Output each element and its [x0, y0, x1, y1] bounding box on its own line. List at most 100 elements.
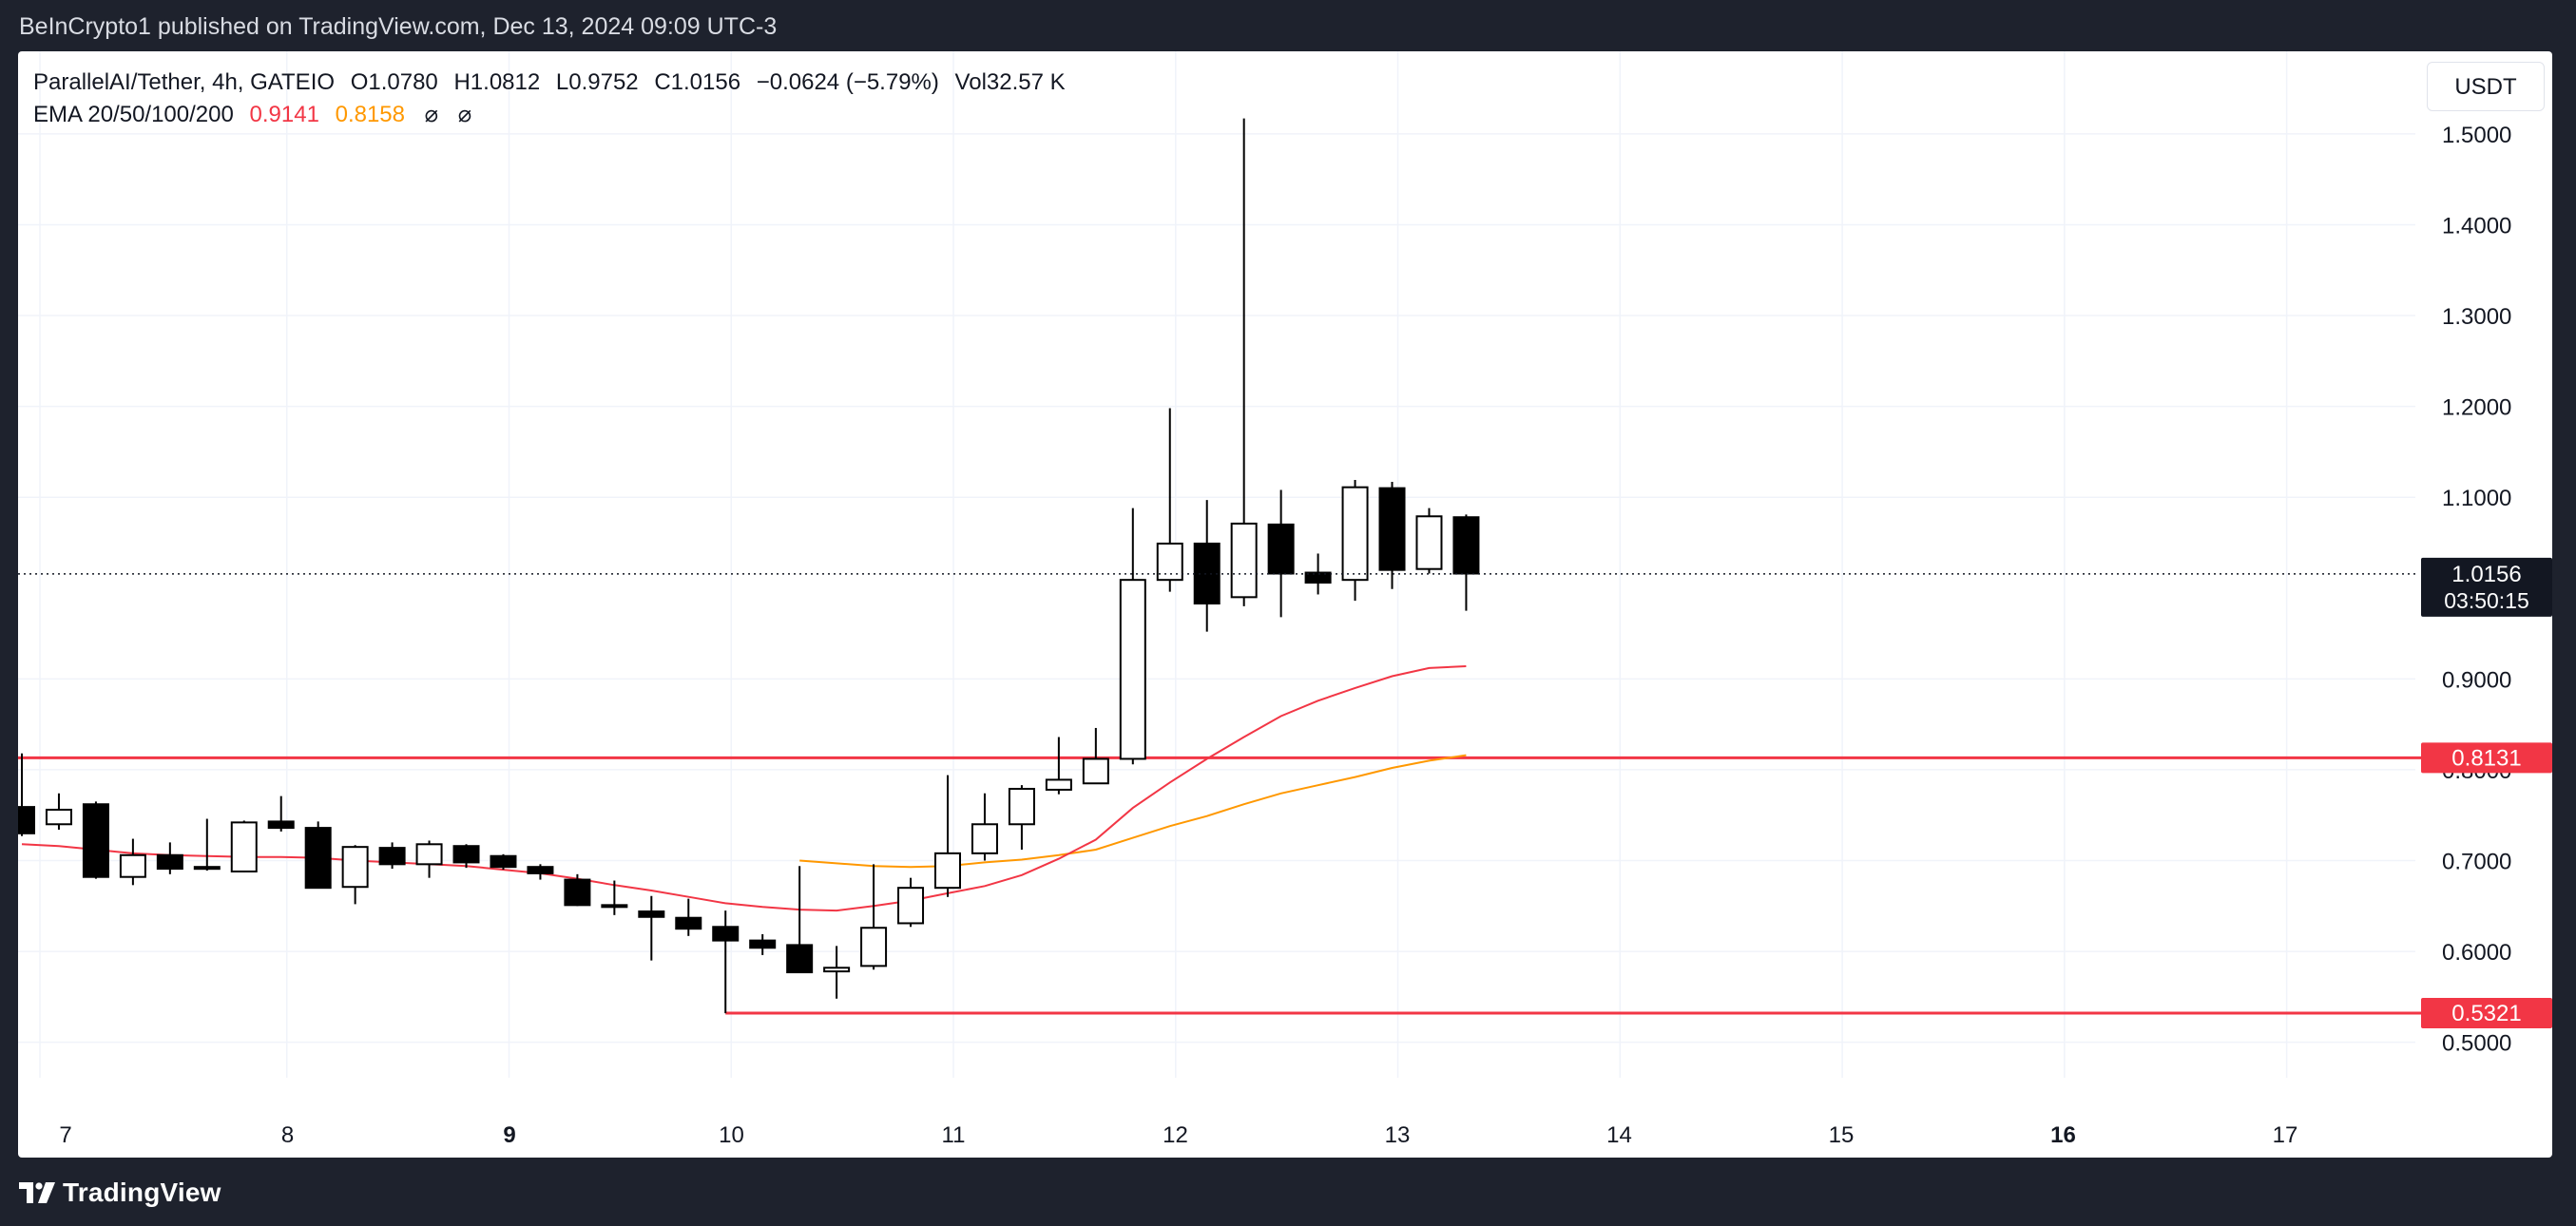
chart-panel[interactable]: 1.50001.40001.30001.20001.10000.90000.80… [18, 51, 2552, 1158]
volume-number: 32.57 K [986, 69, 1066, 95]
current-price-tag [2421, 557, 2552, 617]
candle-body-up [897, 887, 925, 925]
candle [1378, 481, 1406, 589]
symbol-title[interactable]: ParallelAI/Tether, 4h, GATEIO [33, 69, 336, 95]
candle-body-up [823, 967, 851, 973]
open-label: O [350, 69, 369, 95]
tradingview-brand-text: TradingView [63, 1178, 221, 1207]
time-axis-label: 10 [719, 1122, 744, 1148]
candle-body-up [1119, 579, 1146, 760]
legend-ohlc-row: ParallelAI/Tether, 4h, GATEIO O1.0780 H1… [33, 67, 1075, 99]
ema-layer [21, 665, 1467, 912]
bar-countdown-label: 03:50:15 [2444, 588, 2529, 613]
price-chart[interactable]: 1.50001.40001.30001.20001.10000.90000.80… [18, 51, 2552, 1158]
candle-body-up [230, 821, 258, 872]
ema100-value: ⌀ [424, 102, 439, 127]
chart-legend: ParallelAI/Tether, 4h, GATEIO O1.0780 H1… [33, 67, 1075, 131]
candle-body-down [452, 845, 480, 864]
high-value: H1.0812 [453, 69, 540, 95]
candle [230, 820, 258, 872]
publication-header: BeInCrypto1 published on TradingView.com… [0, 0, 2576, 51]
candle-body-down [1452, 516, 1480, 575]
close-value: C1.0156 [654, 69, 740, 95]
candle [1341, 480, 1369, 602]
candle-body-up [934, 852, 961, 890]
candle [971, 793, 998, 861]
candle-body-up [193, 866, 221, 871]
candle-body-up [860, 927, 888, 967]
support-resistance-levels [18, 756, 2552, 1015]
low-number: 0.9752 [568, 69, 639, 95]
candle [490, 853, 517, 871]
candle [156, 842, 183, 874]
candle [786, 866, 814, 974]
price-axis-label: 0.7000 [2442, 850, 2511, 875]
candle-body-down [675, 916, 702, 930]
candle [527, 864, 554, 880]
tradingview-logo-icon [19, 1182, 55, 1203]
candle [82, 801, 109, 879]
candle-body-up [971, 823, 998, 854]
low-label: L [555, 69, 569, 95]
ema20-value: 0.9141 [249, 102, 319, 127]
candle-body-up [1082, 757, 1109, 785]
ema-indicator-label[interactable]: EMA 20/50/100/200 [33, 102, 234, 127]
price-axis-label: 1.2000 [2442, 395, 2511, 421]
candle [934, 775, 961, 897]
high-number: 1.0812 [470, 69, 541, 95]
candle [1304, 553, 1332, 595]
candle-body-up [415, 843, 443, 866]
candle [1452, 514, 1480, 611]
currency-button[interactable]: USDT [2427, 62, 2545, 111]
tradingview-logo[interactable]: TradingView [19, 1177, 221, 1209]
level-price-label: 0.5321 [2451, 1001, 2521, 1026]
candle-body-down [1193, 542, 1221, 605]
candle-body-up [341, 846, 369, 889]
candle [1230, 118, 1258, 606]
candle [1415, 508, 1443, 574]
time-axis-label: 15 [1829, 1122, 1855, 1148]
time-axis-label: 13 [1385, 1122, 1411, 1148]
level-price-label: 0.8131 [2451, 745, 2521, 771]
candle-body-up [45, 808, 72, 826]
footer-bar: TradingView [0, 1158, 2576, 1226]
candle [1082, 727, 1109, 785]
candle-body-down [1267, 523, 1295, 575]
price-axis-label: 1.4000 [2442, 213, 2511, 239]
candle-body-down [82, 803, 109, 878]
candle [564, 873, 591, 907]
candle-body-up [1156, 542, 1183, 582]
candle [415, 840, 443, 878]
candles-layer [18, 118, 1480, 1014]
candle [452, 844, 480, 869]
candle-body-down [527, 866, 554, 874]
candle [304, 821, 332, 890]
ema50-line [799, 754, 1467, 869]
candle-body-up [1230, 522, 1258, 599]
candle [1267, 489, 1295, 618]
candle [823, 946, 851, 999]
candle [749, 933, 777, 955]
price-axis-label: 1.3000 [2442, 304, 2511, 330]
candle-body-down [1378, 487, 1406, 571]
candle [1156, 408, 1183, 592]
candle [193, 818, 221, 872]
candle [1008, 785, 1035, 851]
time-axis-label: 7 [59, 1122, 71, 1148]
price-axis-label: 1.5000 [2442, 123, 2511, 148]
volume-label: Vol [954, 69, 987, 95]
candle [1119, 508, 1146, 765]
candle [712, 910, 740, 1014]
time-axis-label: 16 [2050, 1122, 2076, 1148]
candle [897, 877, 925, 928]
time-axis-label: 12 [1163, 1122, 1188, 1148]
candle-body-down [564, 878, 591, 907]
candle-body-down [378, 847, 406, 866]
candle [675, 898, 702, 936]
current-price-label: 1.0156 [2451, 562, 2521, 587]
open-value: O1.0780 [351, 69, 438, 95]
candle [341, 845, 369, 905]
time-axis-label: 8 [281, 1122, 294, 1148]
time-axis-label: 11 [942, 1122, 966, 1148]
level-price-tag [2421, 997, 2552, 1028]
